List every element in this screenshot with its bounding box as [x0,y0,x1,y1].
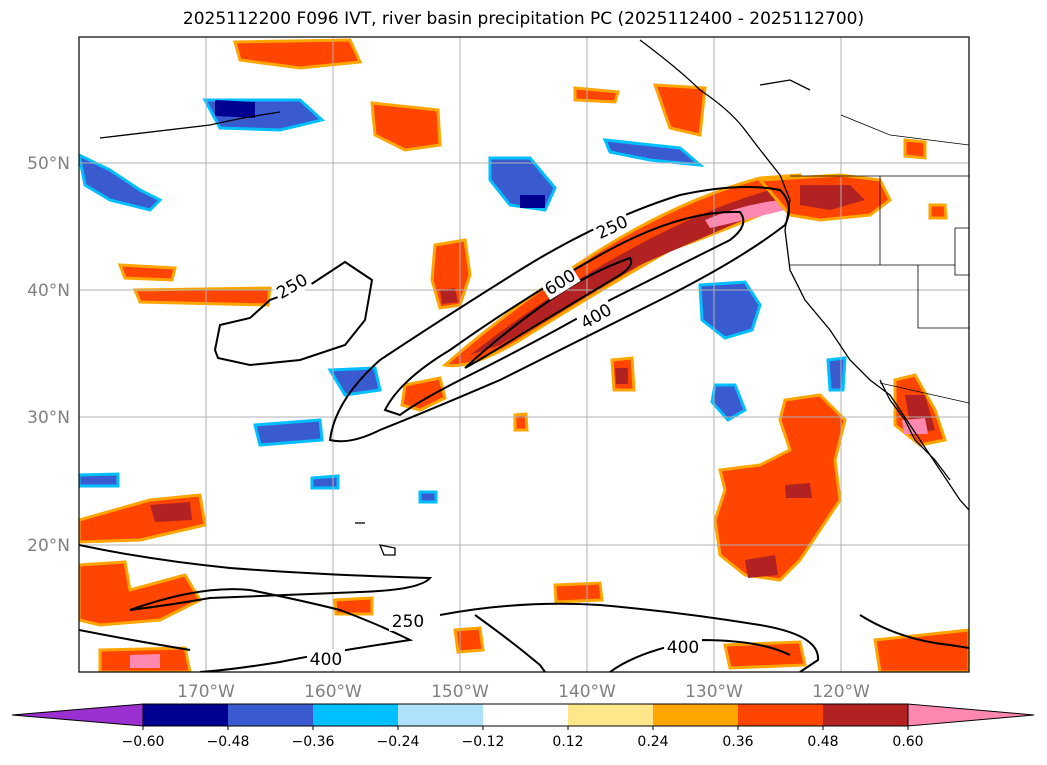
colorbar-swatch [483,704,568,726]
lon-axis: 170°W 160°W 150°W 140°W 130°W 120°W [177,682,870,702]
colorbar: −0.60 −0.48 −0.36 −0.24 −0.12 0.12 0.24 0.36 0.4… [11,703,1035,750]
lat-tick-label: 40°N [27,281,70,301]
contour-label: 400 [310,650,342,670]
colorbar-tick-label: −0.12 [462,734,505,750]
colorbar-extend-min [11,703,144,727]
lon-tick-label: 160°W [304,682,362,702]
colorbar-tick-label: −0.48 [207,734,250,750]
lon-tick-label: 130°W [685,682,743,702]
colorbar-tick-label: 0.48 [807,734,838,750]
colorbar-swatch [568,704,653,726]
contour-label: 400 [667,638,699,658]
contour-label: 250 [392,612,424,632]
lat-tick-label: 20°N [27,536,70,556]
map-panel: 250 250 600 400 250 400 400 [79,37,969,672]
colorbar-swatch [313,704,398,726]
lat-tick-label: 50°N [27,154,70,174]
colorbar-extend-max [907,703,1035,727]
colorbar-tick-label: −0.24 [377,734,420,750]
colorbar-frame [142,703,909,727]
lat-tick-label: 30°N [27,408,70,428]
colorbar-tick-label: −0.36 [292,734,335,750]
colorbar-swatch [228,704,313,726]
map-title: 2025112200 F096 IVT, river basin precipi… [182,9,865,29]
colorbar-swatch [143,704,228,726]
lat-axis: 50°N 40°N 30°N 20°N [27,154,70,556]
lon-tick-label: 140°W [558,682,616,702]
colorbar-tick-label: 0.12 [552,734,583,750]
map-frame [78,36,970,673]
ivt-contours [79,185,969,672]
borders [790,114,969,404]
colorbar-swatch [738,704,823,726]
colorbar-tick-label: 0.60 [892,734,923,750]
colorbar-swatch [653,704,738,726]
lon-tick-label: 120°W [812,682,870,702]
contour-labels: 250 250 600 400 250 400 400 [271,210,702,670]
coastlines [99,39,969,556]
colorbar-tick-label: 0.36 [722,734,753,750]
colorbar-tick-label: −0.60 [122,734,165,750]
lon-tick-label: 170°W [177,682,235,702]
colorbar-swatch [398,704,483,726]
colorbar-swatch [823,704,908,726]
colorbar-tick-label: 0.24 [637,734,668,750]
lon-tick-label: 150°W [431,682,489,702]
